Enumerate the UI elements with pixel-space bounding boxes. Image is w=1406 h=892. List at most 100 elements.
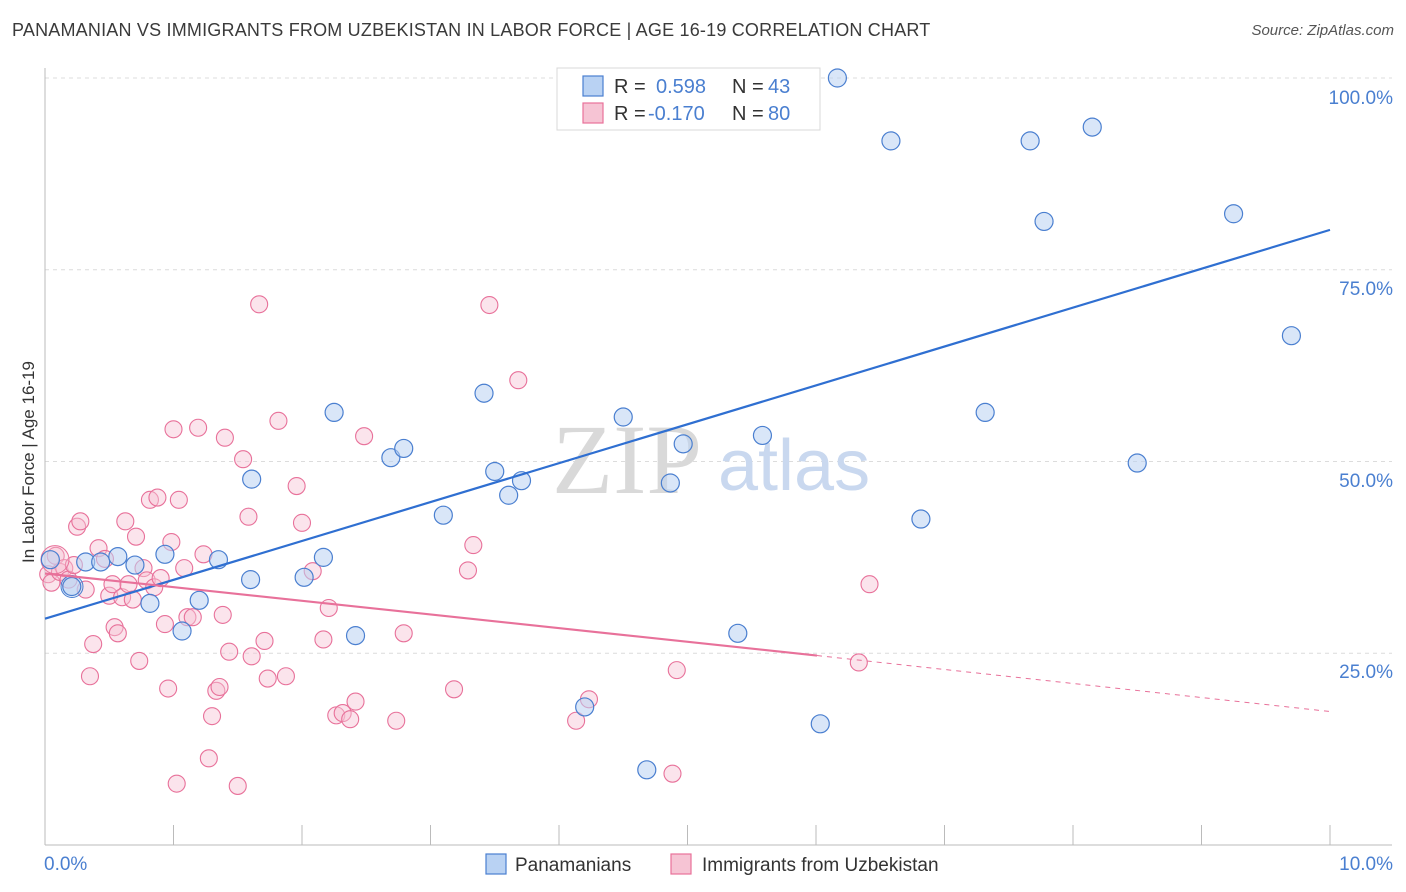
watermark-atlas: atlas — [718, 426, 870, 506]
trend-line-immigrants — [44, 572, 818, 657]
point-immigrants-51 — [242, 647, 261, 666]
point-immigrants-77 — [667, 661, 686, 680]
point-immigrants-31 — [159, 679, 178, 698]
point-immigrants-34 — [167, 774, 186, 793]
point-immigrants-17 — [108, 624, 127, 643]
x-tick-label-min: 0.0% — [44, 854, 87, 875]
point-immigrants-65 — [346, 692, 365, 711]
point-immigrants-64 — [341, 710, 360, 729]
point-panamanians-27 — [660, 473, 680, 493]
point-immigrants-70 — [458, 561, 478, 580]
point-panamanians-8 — [172, 621, 192, 641]
point-immigrants-42 — [202, 707, 222, 726]
point-immigrants-52 — [250, 295, 269, 314]
point-panamanians-9 — [189, 590, 209, 610]
point-panamanians-39 — [1082, 117, 1102, 137]
point-panamanians-33 — [827, 68, 847, 88]
point-immigrants-41 — [199, 749, 218, 768]
point-panamanians-4 — [108, 547, 128, 567]
point-immigrants-69 — [444, 680, 464, 699]
point-panamanians-19 — [433, 505, 453, 525]
point-immigrants-49 — [234, 450, 253, 469]
legend-n-value-1: 43 — [768, 76, 790, 98]
legend-r-value-2: -0.170 — [648, 103, 705, 125]
bottom-legend-label-panamanians: Panamanians — [515, 855, 631, 876]
point-panamanians-0 — [40, 550, 60, 570]
point-panamanians-26 — [637, 760, 657, 780]
point-immigrants-26 — [140, 490, 159, 509]
point-panamanians-1 — [62, 576, 82, 597]
y-tick-label-75: 75.0% — [1339, 279, 1393, 300]
point-immigrants-54 — [258, 669, 277, 688]
point-panamanians-28 — [673, 434, 693, 454]
point-immigrants-78 — [849, 653, 868, 672]
point-immigrants-58 — [292, 513, 312, 532]
point-panamanians-13 — [294, 567, 314, 587]
point-immigrants-57 — [287, 476, 306, 496]
point-panamanians-40 — [1127, 453, 1147, 473]
legend-n-label-2: N = — [732, 103, 764, 125]
point-immigrants-47 — [220, 642, 239, 661]
point-panamanians-12 — [242, 469, 262, 489]
legend-swatch-immigrants — [582, 102, 604, 124]
point-panamanians-3 — [91, 552, 111, 572]
point-immigrants-22 — [126, 527, 146, 546]
source-note: Source: ZipAtlas.com — [1251, 22, 1394, 39]
point-immigrants-23 — [130, 651, 149, 670]
axes — [44, 68, 1392, 846]
point-panamanians-6 — [140, 593, 160, 613]
point-panamanians-29 — [728, 623, 748, 643]
point-immigrants-10 — [80, 667, 100, 686]
bottom-legend-label-immigrants: Immigrants from Uzbekistan — [702, 855, 939, 876]
legend-n-value-2: 80 — [768, 103, 790, 125]
point-panamanians-38 — [1034, 211, 1054, 232]
legend-n-label-1: N = — [732, 76, 764, 98]
point-panamanians-32 — [810, 714, 830, 734]
gridlines — [45, 77, 1392, 654]
point-immigrants-11 — [84, 634, 103, 654]
point-immigrants-67 — [387, 711, 406, 730]
point-immigrants-73 — [509, 371, 528, 390]
point-panamanians-24 — [575, 697, 595, 717]
y-axis-title: In Labor Force | Age 16-19 — [19, 361, 38, 563]
point-immigrants-19 — [116, 512, 135, 531]
axis-labels: 25.0% 50.0% 75.0% 100.0% 0.0% 10.0% In Labor F… — [19, 88, 1393, 875]
point-immigrants-45 — [213, 605, 232, 624]
point-panamanians-35 — [911, 509, 931, 529]
point-immigrants-50 — [239, 507, 258, 526]
point-panamanians-25 — [613, 407, 633, 427]
chart-title: PANAMANIAN VS IMMIGRANTS FROM UZBEKISTAN… — [12, 20, 931, 40]
point-panamanians-16 — [345, 626, 366, 646]
point-immigrants-48 — [228, 776, 247, 795]
watermark: ZIP atlas — [552, 404, 870, 515]
point-immigrants-33 — [164, 420, 183, 439]
point-panamanians-22 — [499, 485, 519, 505]
point-immigrants-46 — [215, 428, 234, 447]
point-immigrants-56 — [276, 667, 295, 686]
point-immigrants-8 — [71, 512, 90, 531]
point-panamanians-18 — [394, 438, 414, 459]
trend-line-panamanians — [44, 228, 1331, 620]
point-panamanians-37 — [1020, 131, 1040, 151]
point-panamanians-34 — [881, 131, 901, 151]
point-immigrants-28 — [148, 488, 167, 507]
point-immigrants-79 — [860, 575, 879, 594]
bottom-legend: Panamanians Immigrants from Uzbekistan — [485, 853, 939, 876]
point-panamanians-36 — [975, 402, 995, 423]
point-immigrants-30 — [155, 615, 174, 634]
point-panamanians-11 — [240, 570, 261, 590]
bottom-legend-swatch-immigrants — [670, 853, 692, 875]
bottom-legend-swatch-panamanians — [485, 853, 507, 875]
point-panamanians-21 — [485, 461, 505, 482]
point-immigrants-68 — [394, 624, 413, 643]
point-immigrants-35 — [169, 490, 188, 509]
y-tick-label-25: 25.0% — [1339, 662, 1393, 683]
point-panamanians-41 — [1223, 204, 1244, 224]
point-immigrants-66 — [355, 427, 374, 446]
trend-line-immigrants-extension — [816, 655, 1331, 713]
point-panamanians-20 — [474, 383, 494, 403]
y-tick-label-50: 50.0% — [1339, 471, 1393, 492]
point-panamanians-7 — [155, 544, 175, 564]
y-tick-label-100: 100.0% — [1329, 88, 1394, 109]
point-immigrants-39 — [189, 418, 208, 437]
